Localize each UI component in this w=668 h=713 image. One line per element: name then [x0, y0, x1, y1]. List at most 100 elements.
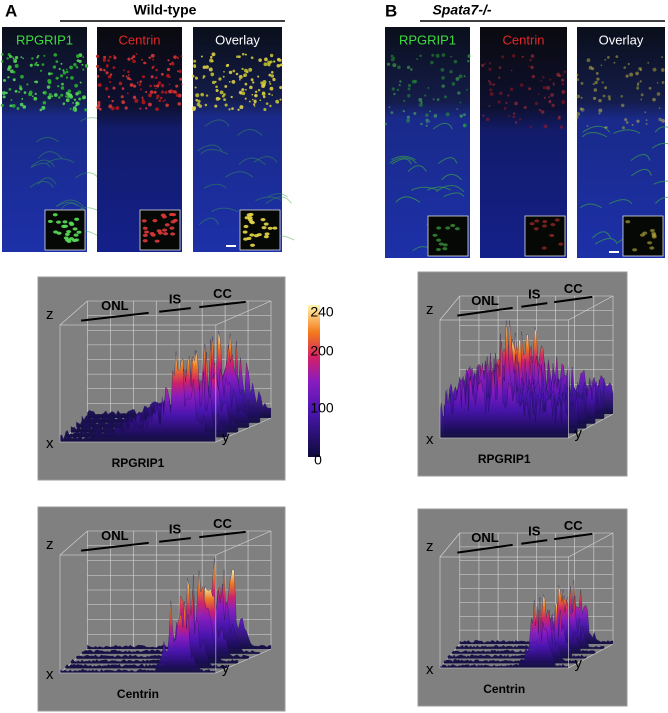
- signal-dot: [164, 90, 168, 94]
- inset-dot: [263, 235, 269, 239]
- signal-dot: [254, 90, 258, 94]
- cell-outline: [75, 172, 99, 179]
- signal-dot: [193, 59, 197, 63]
- signal-dot: [239, 78, 241, 81]
- signal-dot: [39, 69, 43, 72]
- signal-dot: [215, 96, 220, 101]
- signal-dot: [238, 75, 243, 79]
- signal-dot: [426, 121, 428, 124]
- signal-dot: [41, 105, 46, 110]
- signal-dot: [467, 59, 470, 63]
- signal-dot: [223, 98, 227, 102]
- signal-dot: [625, 121, 629, 124]
- signal-dot: [105, 65, 109, 68]
- signal-dot: [576, 94, 581, 99]
- cell-outline: [389, 157, 417, 164]
- signal-dot: [204, 103, 208, 107]
- signal-dot: [656, 92, 661, 96]
- cell-outline: [203, 183, 227, 189]
- signal-dot: [592, 96, 597, 101]
- signal-dot: [627, 62, 630, 66]
- signal-dot: [427, 87, 430, 89]
- signal-dot: [107, 75, 112, 79]
- signal-dot: [48, 93, 52, 97]
- box-front: [439, 319, 569, 439]
- inset-dot: [558, 242, 564, 246]
- box-edge: [568, 532, 614, 558]
- signal-dot: [39, 108, 43, 112]
- inset-dot: [171, 213, 177, 217]
- signal-dot: [580, 96, 583, 99]
- signal-dot: [549, 99, 551, 102]
- signal-dot: [21, 97, 24, 100]
- signal-dot: [197, 99, 201, 103]
- signal-dot: [241, 91, 246, 96]
- inset-dot: [625, 220, 631, 224]
- inset-dot: [454, 227, 460, 231]
- signal-dot: [141, 100, 146, 105]
- signal-dot: [425, 124, 428, 127]
- signal-dot: [118, 81, 123, 86]
- signal-dot: [12, 57, 15, 60]
- cell-outline: [427, 186, 451, 191]
- signal-dot: [509, 87, 514, 91]
- box-edge: [215, 530, 272, 556]
- cell-outline: [391, 158, 412, 165]
- signal-dot: [69, 65, 73, 70]
- signal-dot: [391, 57, 395, 62]
- signal-dot: [157, 81, 161, 85]
- signal-dot: [173, 55, 177, 59]
- signal-dot: [537, 93, 540, 96]
- signal-dot: [153, 84, 156, 87]
- signal-dot: [78, 59, 82, 63]
- signal-dot: [31, 95, 34, 98]
- signal-dot: [436, 98, 440, 101]
- cell-outline: [238, 157, 266, 166]
- signal-dot: [105, 71, 109, 75]
- signal-dot: [73, 98, 77, 101]
- signal-dot: [488, 67, 492, 71]
- signal-dot: [580, 81, 584, 85]
- signal-dot: [112, 86, 116, 90]
- box-edge: [568, 413, 614, 439]
- colorbar-tick: 100: [310, 400, 334, 416]
- inset-dot: [47, 219, 53, 224]
- signal-dot: [608, 97, 611, 101]
- signal-dot: [263, 108, 267, 112]
- signal-dot: [243, 75, 246, 78]
- colorbar-tick: 240: [310, 304, 334, 320]
- signal-dot: [9, 104, 13, 108]
- signal-dot: [239, 105, 244, 110]
- axis-label: z: [426, 301, 434, 318]
- signal-dot: [660, 68, 665, 72]
- signal-dot: [558, 74, 562, 78]
- signal-dot: [393, 56, 396, 59]
- cell-outline: [37, 177, 57, 185]
- signal-dot: [482, 114, 485, 117]
- signal-dot: [232, 69, 236, 73]
- region-label: ONL: [471, 293, 499, 308]
- signal-dot: [148, 56, 151, 60]
- signal-dot: [211, 80, 216, 85]
- box-edge: [215, 417, 272, 443]
- channel-label: Centrin: [119, 32, 161, 47]
- signal-dot: [129, 83, 134, 87]
- inset-dot: [250, 243, 256, 247]
- signal-dot: [269, 104, 272, 108]
- signal-dot: [193, 64, 197, 68]
- cell-outline: [613, 129, 641, 134]
- inset-dot: [242, 230, 248, 234]
- signal-dot: [551, 103, 555, 108]
- signal-dot: [522, 55, 524, 58]
- region-label: CC: [213, 516, 232, 531]
- signal-dot: [215, 85, 218, 89]
- signal-dot: [534, 101, 539, 106]
- signal-dot: [444, 95, 447, 99]
- signal-dot: [280, 63, 283, 67]
- signal-dot: [441, 76, 445, 80]
- signal-dot: [96, 64, 100, 68]
- signal-dot: [521, 55, 524, 59]
- signal-dot: [636, 84, 639, 87]
- inset-dot: [62, 220, 68, 224]
- signal-dot: [148, 93, 151, 96]
